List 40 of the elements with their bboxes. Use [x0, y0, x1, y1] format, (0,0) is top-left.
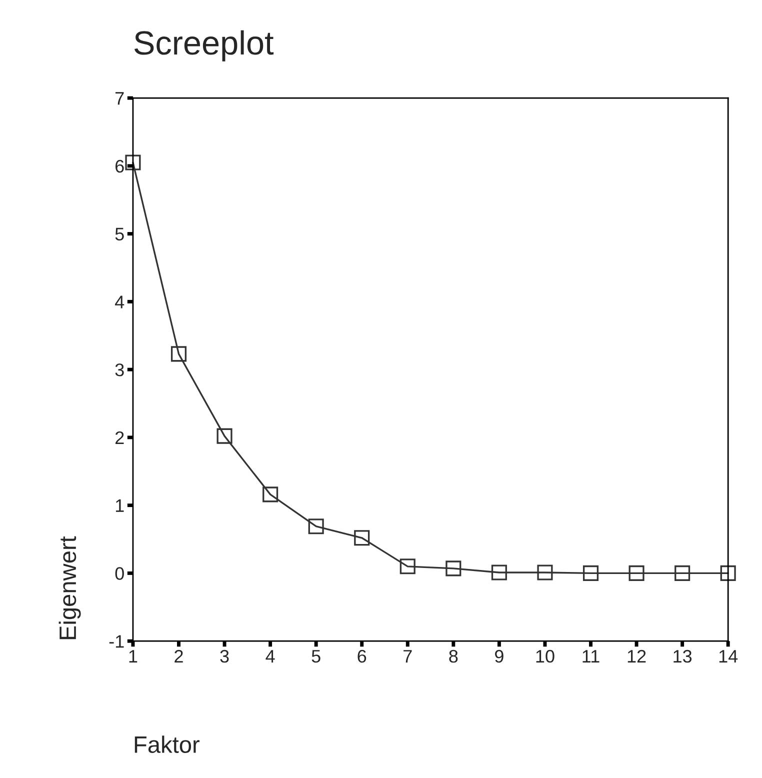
y-tick-label: 3: [115, 363, 124, 376]
x-axis-title: Faktor: [134, 736, 200, 754]
y-tick-label: 5: [115, 228, 124, 241]
point: [400, 558, 416, 574]
y-tick-label: -1: [109, 635, 124, 648]
point: [582, 565, 599, 581]
y-tick-label: 4: [115, 296, 124, 308]
point: [537, 564, 553, 580]
y-tick-label: 2: [116, 431, 124, 444]
x-tick-label: 14: [719, 650, 738, 662]
x-tick-label: 2: [174, 650, 183, 662]
y-tick-label: 6: [116, 160, 124, 173]
point: [216, 428, 232, 444]
x-tick-label: 8: [449, 650, 458, 663]
x-tick-label: 9: [495, 650, 504, 663]
y-tick-label: 7: [116, 92, 124, 105]
point: [308, 518, 324, 534]
x-tick-label: 10: [536, 650, 554, 663]
x-tick-label: 11: [582, 650, 600, 662]
x-tick-label: 4: [266, 650, 275, 662]
point: [354, 530, 370, 546]
chart-title: Screeplot: [134, 30, 274, 62]
point: [262, 486, 278, 502]
y-tick-label: 1: [116, 499, 124, 512]
y-axis-title: Eigenwert: [58, 536, 81, 640]
point: [674, 565, 690, 581]
point: [720, 565, 736, 581]
x-tick-label: 7: [404, 650, 412, 662]
point: [491, 564, 507, 580]
y-tick-label: 0: [115, 567, 124, 580]
point: [125, 154, 141, 170]
x-tick-label: 13: [674, 650, 692, 663]
point: [446, 560, 462, 576]
x-tick-label: 3: [220, 650, 229, 663]
x-tick-label: 1: [129, 650, 138, 662]
x-tick-label: 12: [628, 650, 646, 662]
x-tick-label: 6: [358, 650, 366, 663]
point: [170, 346, 187, 362]
x-tick-label: 5: [312, 650, 320, 663]
point: [628, 565, 644, 581]
